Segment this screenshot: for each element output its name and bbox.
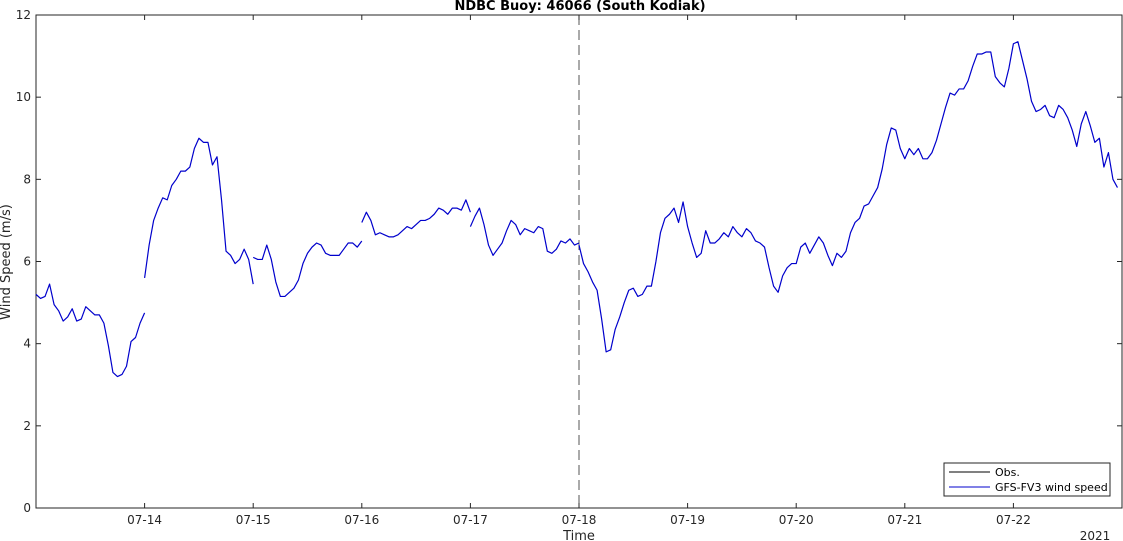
series-line-1-segment-0 [35,283,146,378]
y-tick-label: 12 [16,8,31,22]
x-tick-label: 07-16 [344,513,379,527]
legend-box [943,462,1111,497]
chart-title: NDBC Buoy: 46066 (South Kodiak) [454,0,705,14]
legend-label: Obs. [995,466,1020,479]
x-tick-label: 07-19 [670,513,705,527]
y-tick-label: 2 [23,419,31,433]
tick-layer: 0 2 4 6 8 10 12 07-14 07-15 07-16 07-17 07-18 07-19 0… [16,8,1122,527]
series-line-1-segment-3 [361,199,471,238]
series-line-1-segment-2 [252,240,363,298]
y-tick-label: 4 [23,337,31,351]
y-axis-title: Wind Speed (m/s) [0,204,14,320]
legend-label: GFS-FV3 wind speed [995,481,1108,494]
x-tick-label: 07-18 [562,513,597,527]
year-label: 2021 [1080,529,1111,541]
series-line-1-segment-5 [578,41,1118,353]
x-tick-label: 07-14 [127,513,162,527]
x-tick-label: 07-15 [236,513,271,527]
x-tick-label: 07-22 [996,513,1031,527]
series-line-1-segment-4 [469,207,580,256]
y-tick-label: 8 [23,172,31,186]
y-tick-label: 10 [16,90,31,104]
x-tick-label: 07-17 [453,513,488,527]
legend-entries: Obs. GFS-FV3 wind speed [949,466,1108,494]
x-tick-label: 07-20 [779,513,814,527]
x-tick-label: 07-21 [887,513,922,527]
y-tick-label: 0 [23,501,31,515]
y-tick-label: 6 [23,255,31,269]
series-line-1-segment-1 [144,137,254,285]
series-layer [35,41,1118,378]
legend: Obs. GFS-FV3 wind speed [943,462,1111,497]
x-axis-title: Time [562,529,595,541]
